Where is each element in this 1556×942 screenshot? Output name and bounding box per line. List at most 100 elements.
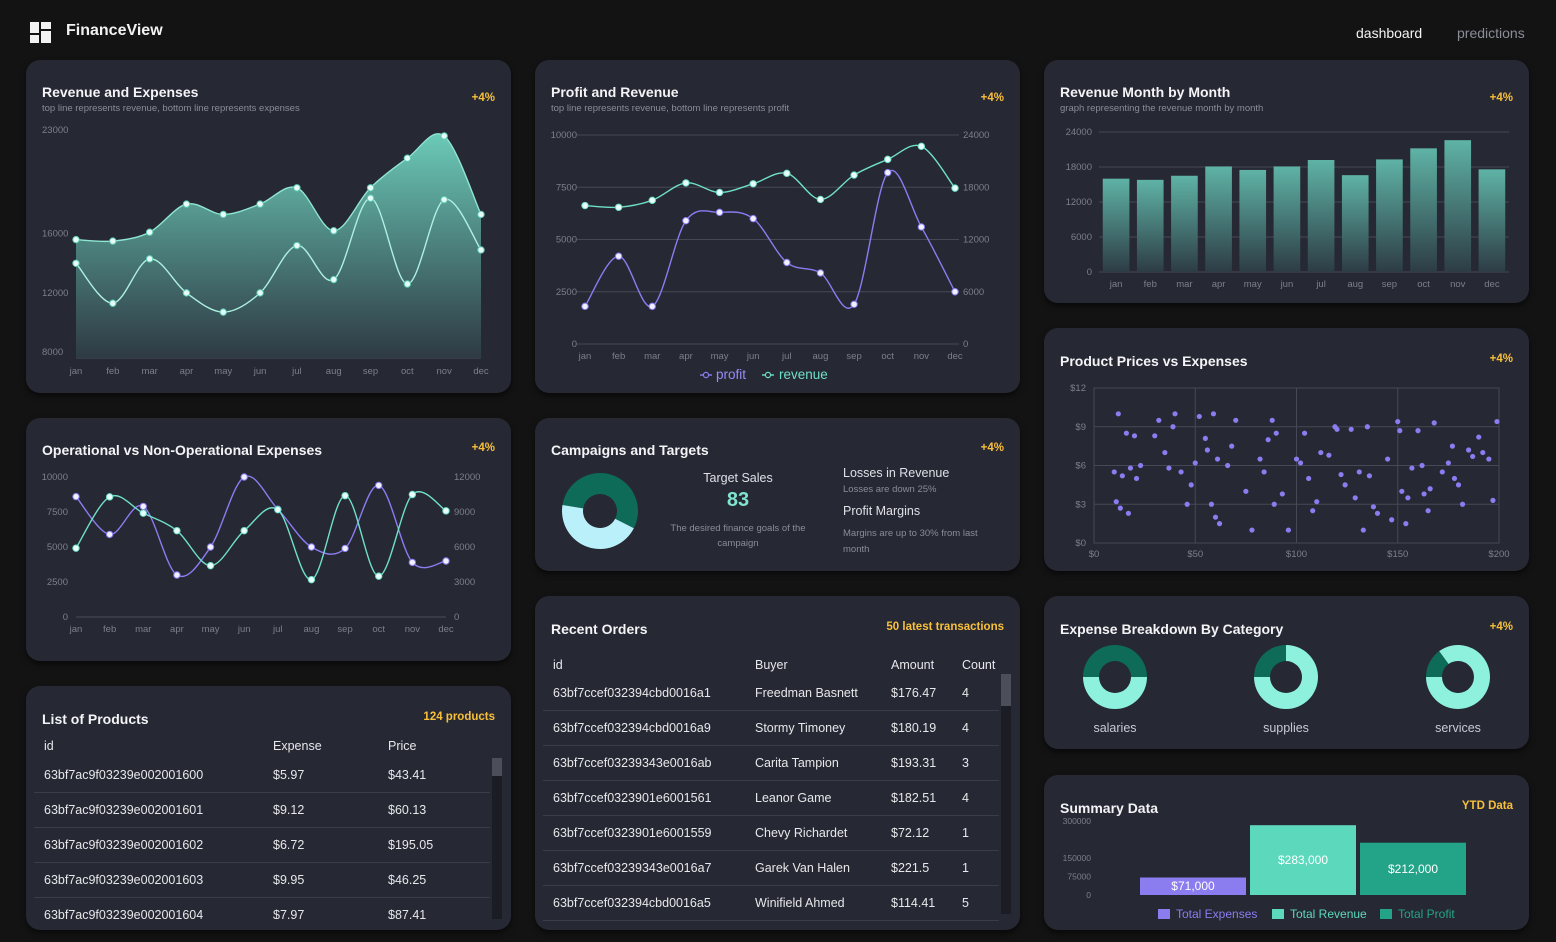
table-cell-count: 1 [962,861,969,875]
scatter-point [1455,482,1462,488]
y-tick-label: 16000 [42,229,68,240]
x-tick-label: mar [135,624,151,635]
column-header-id[interactable]: id [44,739,54,753]
operational-point [173,571,181,579]
scatter-point [1348,426,1354,432]
table-row[interactable]: 63bf7ccef032394cbd0016a1 Freedman Basnett… [543,676,999,711]
change-badge: +4% [471,442,495,454]
scatter-point [1229,443,1235,449]
category-label-salaries: salaries [1093,721,1136,735]
scatter-point [1261,469,1267,475]
table-cell-id: 63bf7ac9f03239e002001600 [44,768,204,782]
card-title: Recent Orders [551,621,648,637]
table-row[interactable]: 63bf7ccef032394cbd0016a9 Stormy Timoney $1… [543,711,999,746]
y-right-tick-label: 24000 [963,130,989,141]
products-scrollbar[interactable] [492,758,502,919]
revenue-point [330,227,338,235]
x-tick-label: mar [1176,279,1192,290]
x-tick-label: jun [746,351,760,362]
donut-slice-dark [1083,645,1147,677]
table-row[interactable]: 63bf7ac9f03239e002001601 $9.12 $60.13 [34,793,490,828]
table-row[interactable]: 63bf7ccef0323901e6001559 Chevy Richardet $… [543,816,999,851]
scatter-point [1127,465,1134,471]
table-cell-amount: $72.12 [891,826,930,840]
non-operational-point [307,575,316,584]
revenue-point [749,180,757,188]
x-tick-label: dec [947,351,963,362]
column-header-amount[interactable]: Amount [891,658,935,672]
y-right-tick-label: 3000 [454,577,475,588]
scatter-point [1385,456,1391,462]
margins-description: Margins are up to 30% from last month [843,528,978,555]
scatter-point [1403,521,1409,527]
scatter-point [1125,510,1132,516]
profit-point [715,208,724,217]
table-cell-buyer: Stormy Timoney [755,721,846,735]
y-right-tick-label: 12000 [454,472,480,483]
bar-mar [1171,175,1198,272]
scatter-point [1451,475,1458,482]
scatter-point [1279,491,1285,497]
x-tick-label: oct [881,351,894,362]
x-tick-label: apr [679,351,693,362]
operational-point [105,530,114,539]
x-tick-label: nov [914,351,930,362]
losses-description: Losses are down 25% [843,484,937,495]
orders-scrollbar[interactable] [1001,674,1011,914]
legend-profit-marker [702,371,710,379]
x-tick-label: sep [363,366,378,377]
table-row[interactable]: 63bf7ac9f03239e002001600 $5.97 $43.41 [34,758,490,793]
column-header-id[interactable]: id [553,658,563,672]
x-tick-label: jul [291,366,302,377]
x-tick-label: oct [372,624,385,635]
scatter-point [1318,449,1324,456]
table-row[interactable]: 63bf7ccef032394cbd0016a5 Winifield Ahmed $… [543,886,999,921]
scatter-point [1356,469,1362,475]
legend-swatch [1158,909,1170,919]
y-tick-label: 18000 [1066,162,1092,173]
non-operational-point [105,493,114,501]
table-row[interactable]: 63bf7ccef0323901e6001561 Leanor Game $182.… [543,781,999,816]
scatter-point [1233,417,1239,423]
table-cell-id: 63bf7ccef03239343e0016ab [553,756,712,770]
bar-aug [1341,175,1369,272]
scatter-point [1273,430,1279,436]
revenue-area [76,133,481,358]
column-header-buyer[interactable]: Buyer [755,658,788,672]
revenue-point [917,142,926,151]
scatter-point [1352,495,1358,501]
nav-dashboard[interactable]: dashboard [1356,25,1423,41]
table-row[interactable]: 63bf7ac9f03239e002001603 $9.95 $46.25 [34,863,490,898]
scatter-point [1306,475,1312,482]
table-cell-amount: $114.41 [891,896,936,910]
y-tick-label: $9 [1075,422,1086,433]
scatter-point [1466,447,1472,453]
table-row[interactable]: 63bf7ccef03239343e0016a7 Garek Van Halen $… [543,851,999,886]
column-header-expense[interactable]: Expense [273,739,322,753]
table-row[interactable]: 63bf7ac9f03239e002001602 $6.72 $195.05 [34,828,490,863]
bar-apr [1205,166,1232,272]
card-title: Summary Data [1060,800,1159,816]
nav-predictions[interactable]: predictions [1457,25,1525,41]
column-header-price[interactable]: Price [388,739,417,753]
scatter-point [1439,469,1445,475]
category-label-supplies: supplies [1263,721,1309,735]
table-cell-buyer: Garek Van Halen [755,861,850,875]
campaign-slice-dark [562,473,638,529]
scrollbar-thumb[interactable] [1001,674,1011,706]
card-subtitle: graph representing the revenue month by … [1060,103,1264,114]
operational-point [408,558,417,567]
revenue-point [72,235,80,244]
expense-breakdown-charts: salaries supplies services [1083,645,1490,735]
column-header-count[interactable]: Count [962,658,996,672]
x-tick-label: jan [1109,279,1123,290]
revenue-point [648,196,656,205]
operational-point [341,544,349,553]
table-row[interactable]: 63bf7ac9f03239e002001604 $7.97 $87.41 [34,898,490,919]
table-row[interactable]: 63bf7ccef03239343e0016ab Carita Tampion $1… [543,746,999,781]
scatter-point [1170,424,1176,430]
scrollbar-thumb[interactable] [492,758,502,776]
bar-total-profit [1360,842,1466,895]
x-tick-label: sep [846,351,861,362]
scatter-point [1415,428,1421,434]
